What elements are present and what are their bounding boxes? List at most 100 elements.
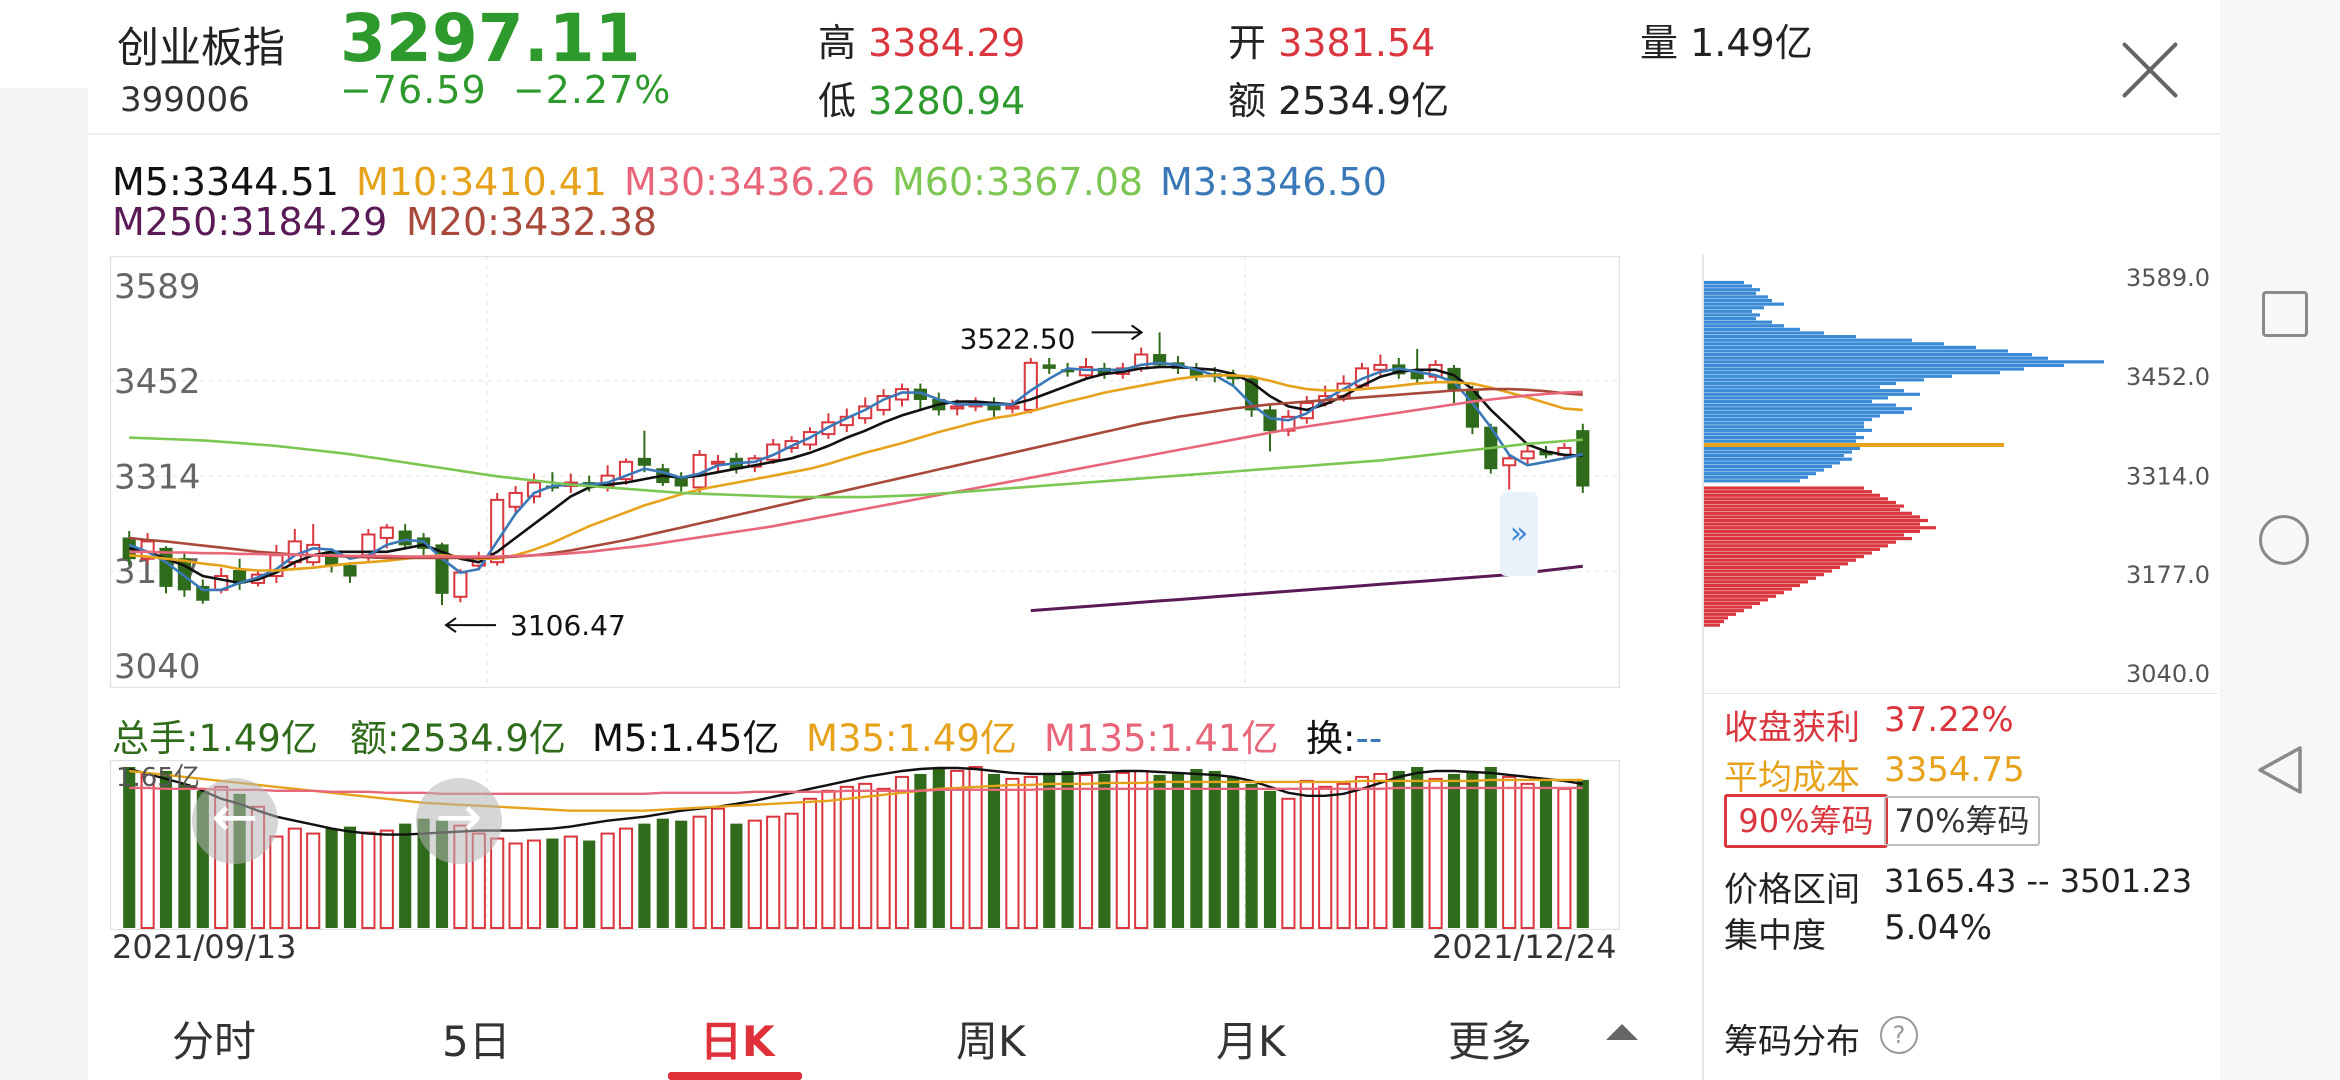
chip-bar	[1704, 360, 2104, 364]
low-label: 低	[818, 79, 857, 123]
chip-bar	[1704, 298, 1772, 303]
tab-monthly-k[interactable]: 月K	[1216, 1017, 1286, 1066]
prev-arrow-icon[interactable]: ←	[192, 778, 278, 864]
chip-bar	[1704, 327, 1800, 331]
chip-bar	[1704, 316, 1756, 321]
left-edge-strip	[0, 88, 88, 1080]
tab-daily-k[interactable]: 日K	[700, 1017, 775, 1066]
chip-bar	[1704, 410, 1904, 414]
volume-bar	[730, 823, 743, 928]
chip-bar	[1704, 518, 1928, 523]
volume-bar	[766, 815, 781, 929]
volume-bar	[968, 765, 983, 930]
chip-y-tick: 3177.0	[2126, 561, 2210, 589]
chip-bar	[1704, 464, 1832, 469]
total-volume-label: 总手:1.49亿	[112, 717, 318, 760]
chip-bar	[1704, 472, 1816, 476]
volume-bar	[894, 775, 910, 929]
chip-bar	[1704, 529, 1920, 533]
volume-bar	[675, 820, 688, 928]
chip-bar	[1704, 439, 1856, 443]
chip-bar	[1704, 396, 1888, 400]
volume-bar	[802, 797, 818, 930]
chip-bar	[1704, 414, 1880, 418]
chip-bar	[1704, 486, 1864, 490]
chip-bar	[1704, 479, 1800, 483]
high-label: 高	[818, 21, 857, 65]
current-price: 3297.11	[340, 0, 641, 77]
volume-bar	[508, 842, 523, 929]
volume-bar	[747, 819, 762, 929]
expand-up-icon[interactable]	[1606, 1024, 1638, 1040]
active-tab-indicator	[668, 1072, 802, 1080]
volume-chart[interactable]: 1.65亿	[110, 760, 1620, 930]
candle-body	[159, 547, 173, 587]
volume-bar	[526, 839, 542, 929]
chip-bar	[1704, 576, 1816, 580]
home-icon[interactable]	[2259, 515, 2309, 565]
vol-ma5-label: M5:1.45亿	[592, 717, 780, 760]
amount-label: 额	[1228, 79, 1267, 123]
concentration-label: 集中度	[1724, 916, 1826, 956]
volume-bar	[638, 823, 651, 928]
chip-y-tick: 3314.0	[2126, 462, 2210, 490]
chip-bar	[1704, 504, 1904, 508]
chip-bar	[1704, 425, 1864, 429]
ma250-label: M250:3184.29	[112, 200, 388, 244]
tab-intraday[interactable]: 分时	[172, 1017, 257, 1066]
chip-bar	[1704, 331, 1824, 335]
tab-weekly-k[interactable]: 周K	[956, 1017, 1026, 1066]
open-value: 3381.54	[1278, 21, 1436, 65]
chip-bar	[1704, 356, 2048, 360]
price-change: −76.59 −2.27%	[340, 68, 671, 112]
close-icon[interactable]	[2118, 38, 2182, 102]
amount-value: 2534.9亿	[1278, 79, 1450, 123]
volume-bar	[1428, 777, 1443, 930]
volume-ma-line	[129, 786, 1583, 795]
vol-ma35-label: M35:1.49亿	[806, 717, 1017, 760]
volume-bar	[1115, 771, 1130, 930]
candle-body	[1520, 450, 1535, 460]
chip-bar	[1704, 342, 1944, 346]
chip-90-button[interactable]: 90%筹码	[1724, 794, 1888, 848]
max-arrow-head	[1131, 324, 1144, 341]
chip-bar	[1704, 302, 1784, 306]
tab-more[interactable]: 更多	[1448, 1017, 1533, 1066]
chip-bar	[1704, 392, 1920, 396]
chip-dist-label: 筹码分布	[1724, 1022, 1860, 1062]
volume-frame	[110, 760, 1620, 930]
volume-bar	[490, 837, 505, 929]
expand-panel-icon[interactable]: »	[1500, 492, 1538, 576]
volume-bar	[1078, 773, 1094, 929]
volume-label: 量	[1640, 21, 1679, 65]
volume-bar	[1354, 775, 1370, 929]
tab-5day[interactable]: 5日	[442, 1017, 511, 1066]
chip-distribution-chart: 3589.0 3452.0 3314.0 3177.0 3040.0	[1702, 264, 2218, 694]
help-icon[interactable]: ?	[1880, 1016, 1918, 1054]
volume-bar	[1502, 775, 1517, 929]
chip-bar	[1704, 349, 2008, 353]
chip-bar	[1704, 511, 1912, 515]
chip-bar	[1704, 475, 1808, 479]
chip-bar	[1704, 389, 1904, 393]
profit-value: 37.22%	[1884, 700, 2014, 740]
next-arrow-icon[interactable]: →	[416, 778, 502, 864]
chip-bar	[1704, 573, 1824, 577]
chip-bar	[1704, 385, 1880, 389]
recent-apps-icon[interactable]	[2262, 291, 2308, 337]
chip-y-tick: 3452.0	[2126, 363, 2210, 391]
volume-bar	[932, 768, 945, 928]
chip-bar	[1704, 540, 1896, 544]
volume-bar	[1098, 773, 1111, 928]
volume-bar	[858, 782, 873, 930]
volume-bar	[1392, 770, 1405, 928]
change-value: −76.59	[340, 68, 487, 112]
candle-body	[674, 478, 688, 487]
back-icon[interactable]	[2254, 744, 2306, 796]
high-value: 3384.29	[868, 21, 1026, 65]
chip-70-button[interactable]: 70%筹码	[1884, 796, 2040, 846]
volume-ma-line	[128, 766, 1583, 836]
volume-bar	[600, 832, 615, 929]
candle-body	[950, 405, 965, 410]
